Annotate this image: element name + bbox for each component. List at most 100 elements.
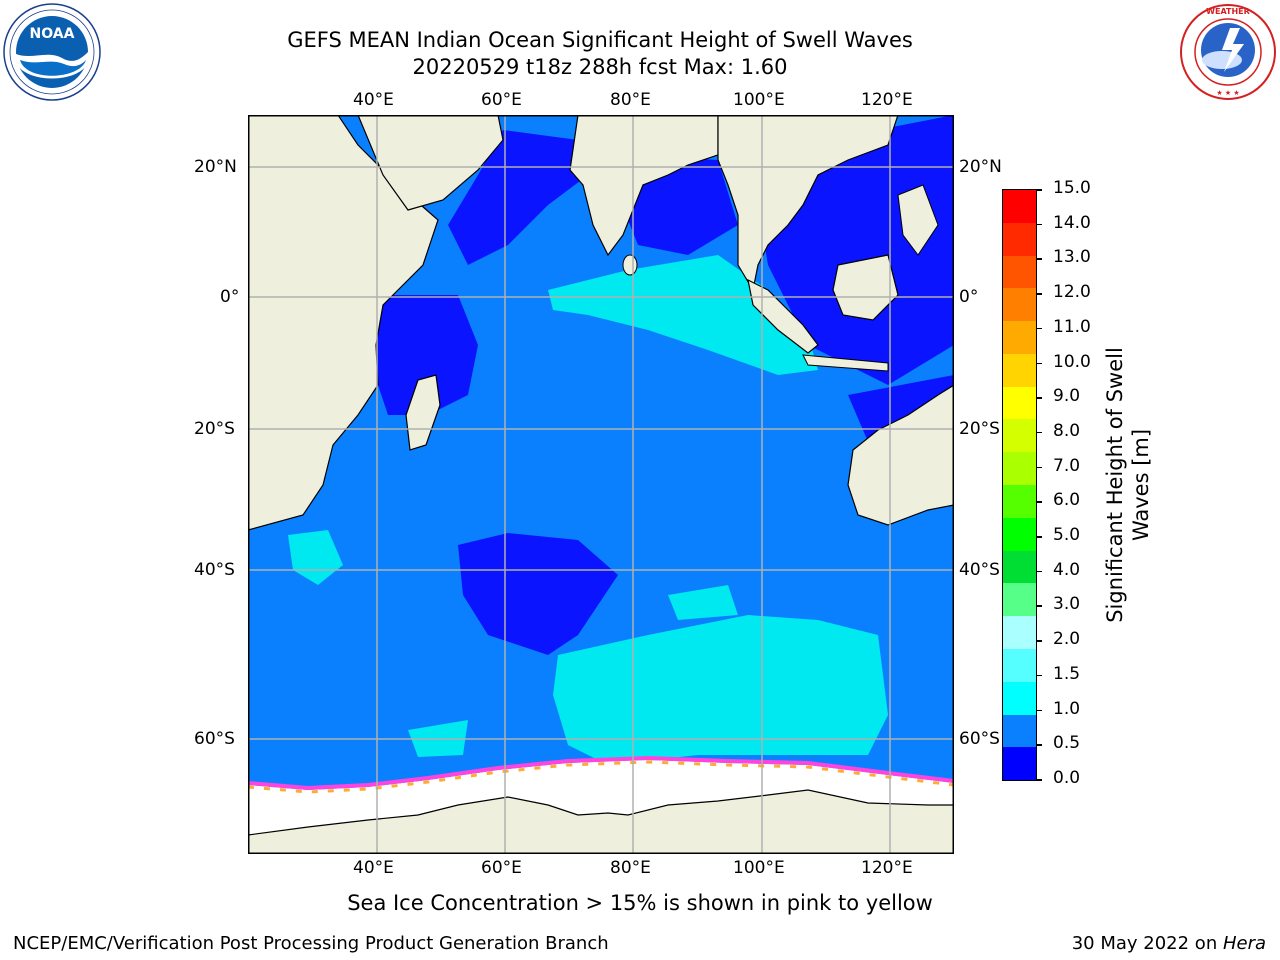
map-panel	[248, 115, 954, 854]
map-frame	[248, 115, 954, 854]
colorbar-segment	[1003, 190, 1036, 223]
land-madagascar	[405, 374, 441, 451]
lon-label-top-80e: 80°E	[610, 90, 651, 110]
colorbar-tick-mark	[1036, 640, 1042, 642]
ocean-high-swell-southern	[553, 615, 888, 765]
colorbar-segment	[1003, 517, 1036, 551]
colorbar-segment	[1003, 419, 1036, 453]
lon-label-bottom-100e: 100°E	[733, 858, 785, 878]
land-sumatra	[747, 278, 819, 354]
colorbar-tick-mark	[1036, 605, 1042, 607]
colorbar-segment	[1003, 648, 1036, 682]
colorbar-segment	[1003, 747, 1036, 781]
colorbar-segment	[1003, 353, 1036, 387]
colorbar-tick-mark	[1036, 258, 1042, 260]
land-southeast-asia	[717, 115, 899, 292]
colorbar-segment	[1003, 288, 1036, 322]
colorbar-tick-mark	[1036, 709, 1042, 712]
colorbar-segment	[1003, 386, 1036, 420]
footer-timestamp: 30 May 2022 on Hera	[1072, 933, 1266, 954]
colorbar-tick-label: 0.0	[1053, 768, 1081, 788]
colorbar-tick-mark	[1036, 466, 1042, 469]
ocean-high-swell-patch-mid	[668, 585, 738, 620]
lat-label-left-20s: 20°S	[194, 419, 235, 439]
land-africa	[248, 115, 439, 531]
colorbar-tick-mark	[1036, 570, 1042, 573]
colorbar-tick-label: 8.0	[1053, 420, 1081, 441]
colorbar-tick-label: 15.0	[1053, 178, 1091, 198]
sea-ice-edge	[248, 755, 954, 791]
colorbar-segment	[1003, 550, 1036, 584]
colorbar-tick-mark	[1036, 189, 1042, 191]
colorbar-label-line1: Significant Height of Swell	[1103, 347, 1127, 623]
colorbar-tick-mark	[1036, 293, 1042, 295]
colorbar-segment	[1003, 485, 1036, 518]
lat-label-left-40s: 40°S	[194, 560, 235, 580]
footer-host: Hera	[1222, 933, 1266, 954]
colorbar-tick-mark	[1036, 674, 1042, 677]
colorbar-segment	[1003, 452, 1036, 486]
chart-title-line2: 20220529 t18z 288h fcst Max: 1.60	[412, 55, 788, 79]
footer-date: 30 May 2022 on	[1071, 933, 1223, 954]
lon-label-bottom-60e: 60°E	[481, 858, 522, 878]
sea-ice-note: Sea Ice Concentration > 15% is shown in …	[347, 891, 933, 915]
colorbar-segment	[1003, 616, 1036, 649]
sea-ice-edge-yellow	[248, 760, 954, 794]
colorbar-tick-label: 5.0	[1053, 525, 1081, 546]
colorbar-segment	[1003, 681, 1036, 715]
lon-label-bottom-80e: 80°E	[610, 858, 651, 878]
land-australia	[847, 384, 954, 526]
colorbar-segment	[1003, 714, 1036, 748]
colorbar-tick-label: 9.0	[1053, 386, 1081, 407]
lat-label-right-20n: 20°N	[959, 157, 1002, 177]
colorbar-segment	[1003, 222, 1036, 256]
land-sri-lanka	[622, 254, 638, 276]
svg-text:★ ★ ★: ★ ★ ★	[1216, 89, 1239, 97]
colorbar-segment	[1003, 321, 1036, 354]
lat-label-right-0: 0°	[959, 287, 979, 307]
footer-credit: NCEP/EMC/Verification Post Processing Pr…	[13, 933, 609, 954]
colorbar-tick-label: 14.0	[1053, 212, 1091, 233]
colorbar-tick-label: 11.0	[1053, 316, 1091, 337]
colorbar-tick-label: 2.0	[1053, 629, 1081, 650]
ocean-low-swell-madagascar	[368, 295, 478, 415]
colorbar-tick-label: 3.0	[1053, 594, 1081, 615]
colorbar-tick-mark	[1036, 431, 1042, 434]
colorbar-tick-label: 7.0	[1053, 455, 1081, 476]
colorbar-tick-label: 1.5	[1053, 663, 1081, 684]
lat-label-right-20s: 20°S	[959, 419, 1000, 439]
colorbar-tick-label: 1.0	[1053, 698, 1081, 719]
colorbar-tick-label: 6.0	[1053, 490, 1081, 511]
colorbar-tick-mark	[1036, 223, 1042, 226]
lat-label-left-60s: 60°S	[194, 729, 235, 749]
colorbar-tick-label: 13.0	[1053, 247, 1091, 268]
ocean-low-swell-southern-blob	[458, 533, 618, 655]
lon-label-top-120e: 120°E	[861, 90, 913, 110]
noaa-logo: NOAA	[3, 3, 101, 101]
colorbar-tick-mark	[1036, 744, 1042, 746]
nws-logo: ★ ★ ★ WEATHER	[1180, 4, 1276, 100]
colorbar-tick-label: 10.0	[1053, 351, 1091, 372]
chart-title-line1: GEFS MEAN Indian Ocean Significant Heigh…	[287, 28, 913, 52]
lat-label-left-0: 0°	[220, 287, 240, 307]
colorbar-label-line2: Waves [m]	[1129, 428, 1153, 542]
ocean-low-swell-arabian-sea	[448, 130, 588, 265]
colorbar-tick-mark	[1036, 536, 1042, 538]
colorbar-tick-label: 4.0	[1053, 559, 1081, 580]
lat-label-right-60s: 60°S	[959, 729, 1000, 749]
lon-label-bottom-40e: 40°E	[353, 858, 394, 878]
lon-label-top-40e: 40°E	[353, 90, 394, 110]
lat-label-left-20n: 20°N	[194, 157, 237, 177]
ocean-high-swell-patch-west	[288, 530, 343, 585]
lon-label-top-100e: 100°E	[733, 90, 785, 110]
map-gridlines	[248, 115, 954, 854]
lon-label-bottom-120e: 120°E	[861, 858, 913, 878]
land-arabia	[357, 115, 504, 211]
colorbar-tick-label: 0.5	[1053, 733, 1081, 754]
land-philippines	[897, 184, 939, 256]
colorbar-segment	[1003, 583, 1036, 617]
colorbar	[1002, 189, 1037, 781]
land-java	[802, 354, 889, 372]
colorbar-tick-mark	[1036, 327, 1042, 330]
colorbar-tick-label: 12.0	[1053, 282, 1091, 303]
